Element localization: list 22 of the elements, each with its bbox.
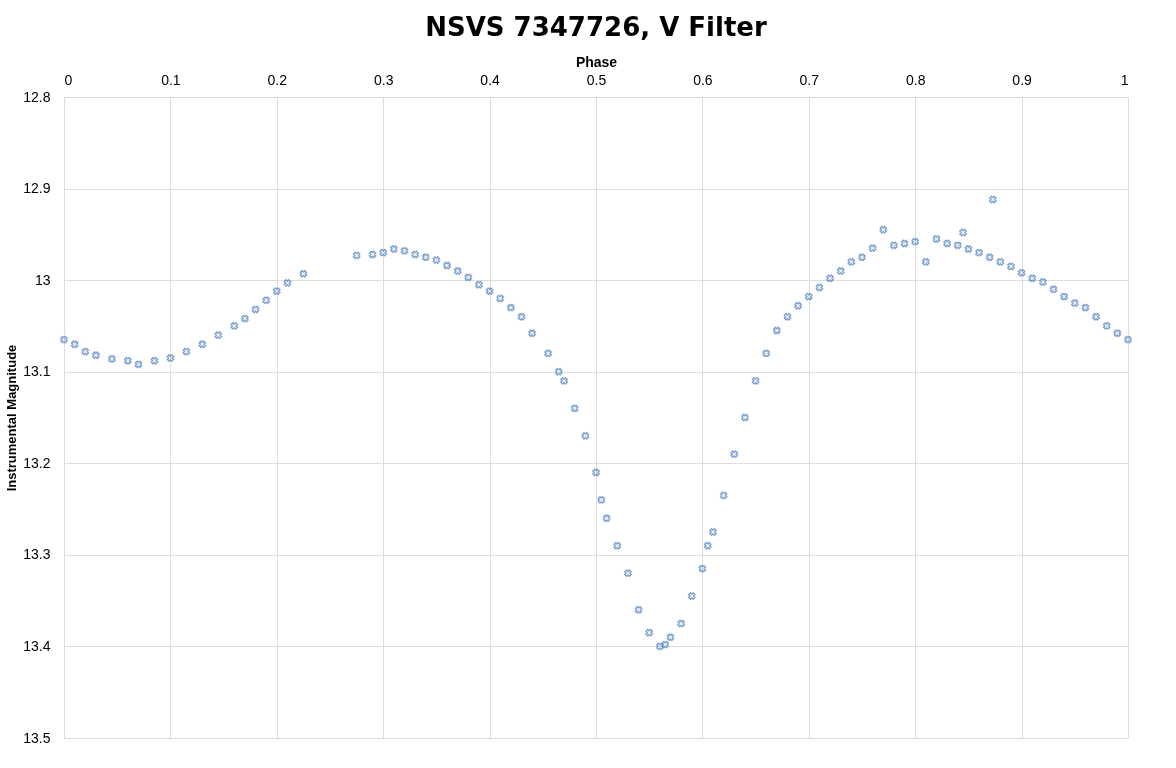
y-tick-label: 13.2 [23, 454, 51, 471]
y-tick-label: 12.8 [23, 88, 51, 105]
x-tick-label: 0.5 [586, 71, 607, 88]
y-axis-title: Instrumental Magnitude [4, 344, 20, 492]
x-axis-title: Phase [575, 53, 618, 70]
y-tick-label: 13 [34, 271, 51, 288]
x-tick-label: 0.6 [693, 71, 713, 88]
y-tick-label: 13.4 [23, 637, 51, 654]
x-tick-label: 0 [64, 71, 73, 88]
x-tick-label: 0.4 [480, 71, 501, 88]
x-tick-label: 0.1 [161, 71, 181, 88]
x-tick-label: 0.8 [905, 71, 926, 88]
chart-title: NSVS 7347726, V Filter [425, 12, 767, 42]
x-tick-label: 0.9 [1012, 71, 1033, 88]
y-tick-label: 13.5 [23, 729, 51, 746]
x-tick-label: 0.2 [267, 71, 288, 88]
y-tick-label: 13.1 [23, 363, 51, 380]
x-tick-label: 1 [1120, 71, 1129, 88]
x-tick-label: 0.7 [799, 71, 820, 88]
x-tick-label: 0.3 [373, 71, 394, 88]
y-tick-label: 13.3 [23, 546, 51, 563]
y-tick-label: 12.9 [23, 180, 51, 197]
